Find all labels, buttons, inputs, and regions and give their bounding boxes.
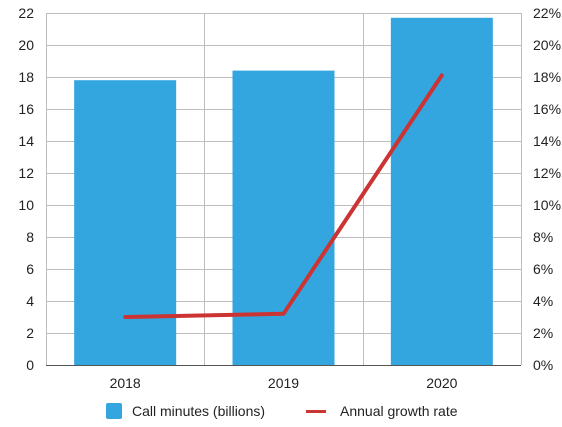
- x-tick-label: 2019: [268, 375, 299, 391]
- y-tick-label: 4: [26, 293, 34, 309]
- bar-2019: [232, 70, 335, 365]
- y-tick-label: 22: [18, 5, 34, 21]
- y-tick-label: 16: [18, 101, 34, 117]
- y-axis-left: 0 2 4 6 8 10 12 14 16 18 20 22: [18, 5, 34, 373]
- y2-tick-label: 16%: [533, 101, 561, 117]
- y-tick-label: 6: [26, 261, 34, 277]
- legend-label-bars: Call minutes (billions): [132, 403, 266, 419]
- y-tick-label: 8: [26, 229, 34, 245]
- y2-tick-label: 0%: [533, 357, 553, 373]
- x-tick-label: 2018: [110, 375, 141, 391]
- y2-tick-label: 20%: [533, 37, 561, 53]
- bar-2020: [390, 17, 493, 366]
- y2-tick-label: 2%: [533, 325, 553, 341]
- y-tick-label: 14: [18, 133, 34, 149]
- y-axis-right: 0% 2% 4% 6% 8% 10% 12% 14% 16% 18% 20% 22%: [533, 5, 561, 373]
- y2-tick-label: 12%: [533, 165, 561, 181]
- y-tick-label: 2: [26, 325, 34, 341]
- x-axis: 2018 2019 2020: [110, 375, 458, 391]
- y2-tick-label: 6%: [533, 261, 553, 277]
- bar-2018: [74, 80, 177, 365]
- y2-tick-label: 14%: [533, 133, 561, 149]
- chart: 0 2 4 6 8 10 12 14 16 18 20 22 0% 2% 4% 6% 8% 10% 12% 14% 1…: [18, 5, 561, 391]
- y2-tick-label: 18%: [533, 69, 561, 85]
- y-tick-label: 10: [18, 197, 34, 213]
- legend: Call minutes (billions) Annual growth ra…: [0, 403, 562, 427]
- y2-tick-label: 8%: [533, 229, 553, 245]
- bars: [74, 17, 493, 366]
- legend-item-bars: Call minutes (billions): [106, 403, 265, 419]
- y-tick-label: 12: [18, 165, 34, 181]
- y2-tick-label: 22%: [533, 5, 561, 21]
- legend-swatch-bars: [106, 403, 122, 419]
- growth-line: [123, 73, 444, 319]
- legend-swatch-line: [306, 409, 326, 413]
- growth-rate-line: [123, 73, 444, 319]
- y-tick-label: 18: [18, 69, 34, 85]
- legend-label-line: Annual growth rate: [340, 403, 458, 419]
- y2-tick-label: 10%: [533, 197, 561, 213]
- x-tick-label: 2020: [426, 375, 457, 391]
- legend-item-line: Annual growth rate: [306, 403, 458, 419]
- y2-tick-label: 4%: [533, 293, 553, 309]
- y-tick-label: 0: [26, 357, 34, 373]
- y-tick-label: 20: [18, 37, 34, 53]
